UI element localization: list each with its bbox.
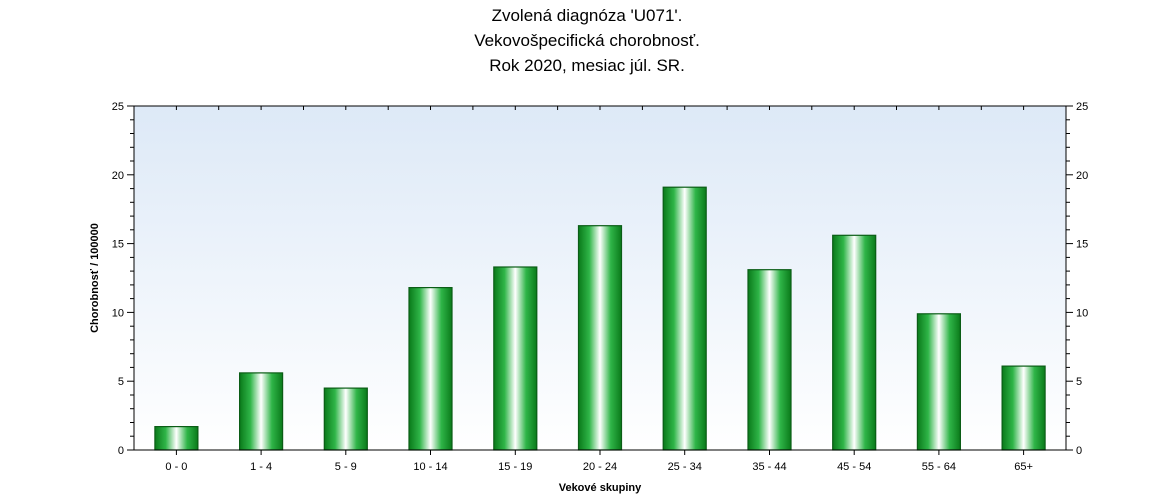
bar-8 bbox=[747, 269, 792, 451]
bar-4 bbox=[408, 287, 453, 451]
bar-9 bbox=[832, 234, 877, 451]
y-tick-label: 15 bbox=[112, 239, 124, 251]
x-axis-ticks: 0 - 0 1 - 4 5 - 9 10 - 14 15 - 19 20 - 24 25 -… bbox=[165, 450, 1033, 473]
x-tick-label: 1 - 4 bbox=[250, 461, 272, 473]
y-right-tick-label: 0 bbox=[1076, 445, 1082, 457]
bar-6 bbox=[577, 225, 623, 451]
bar-3 bbox=[323, 387, 368, 451]
y-right-tick-label: 20 bbox=[1076, 170, 1088, 182]
bar-11 bbox=[1001, 365, 1046, 451]
x-tick-label: 35 - 44 bbox=[752, 461, 786, 473]
y-tick-label: 20 bbox=[112, 170, 124, 182]
y-right-tick-label: 25 bbox=[1076, 101, 1088, 113]
x-tick-label: 5 - 9 bbox=[335, 461, 357, 473]
chart-title-line-1: Zvolená diagnóza 'U071'. bbox=[492, 6, 683, 25]
x-tick-label: 15 - 19 bbox=[498, 461, 532, 473]
y-tick-label: 0 bbox=[118, 445, 124, 457]
y-tick-label: 10 bbox=[112, 307, 124, 319]
y-axis-label: Chorobnosť / 100000 bbox=[89, 223, 101, 333]
x-tick-label: 20 - 24 bbox=[583, 461, 617, 473]
chart-title: Zvolená diagnóza 'U071'. Vekovošpecifick… bbox=[474, 6, 700, 75]
chart-title-line-2: Vekovošpecifická chorobnosť. bbox=[474, 31, 700, 50]
bar-10 bbox=[916, 313, 962, 451]
bar-2 bbox=[239, 372, 284, 451]
bar-1 bbox=[154, 426, 199, 451]
bar-5 bbox=[493, 266, 538, 451]
y-right-tick-label: 10 bbox=[1076, 307, 1088, 319]
y-axis-right-ticks: 0 5 10 15 20 25 bbox=[1066, 101, 1088, 457]
x-tick-label: 10 - 14 bbox=[413, 461, 447, 473]
y-right-tick-label: 15 bbox=[1076, 239, 1088, 251]
chart-title-line-3: Rok 2020, mesiac júl. SR. bbox=[489, 56, 685, 75]
y-tick-label: 25 bbox=[112, 101, 124, 113]
x-tick-label: 45 - 54 bbox=[837, 461, 871, 473]
y-tick-label: 5 bbox=[118, 376, 124, 388]
x-tick-label: 25 - 34 bbox=[668, 461, 702, 473]
x-axis-label: Vekové skupiny bbox=[559, 482, 642, 494]
x-tick-label: 0 - 0 bbox=[165, 461, 187, 473]
x-tick-label: 55 - 64 bbox=[922, 461, 956, 473]
bar-7 bbox=[662, 186, 707, 451]
x-tick-label: 65+ bbox=[1014, 461, 1033, 473]
y-axis-left-ticks: 0 5 10 15 20 25 bbox=[112, 101, 134, 457]
y-right-tick-label: 5 bbox=[1076, 376, 1082, 388]
bars bbox=[154, 186, 1046, 451]
